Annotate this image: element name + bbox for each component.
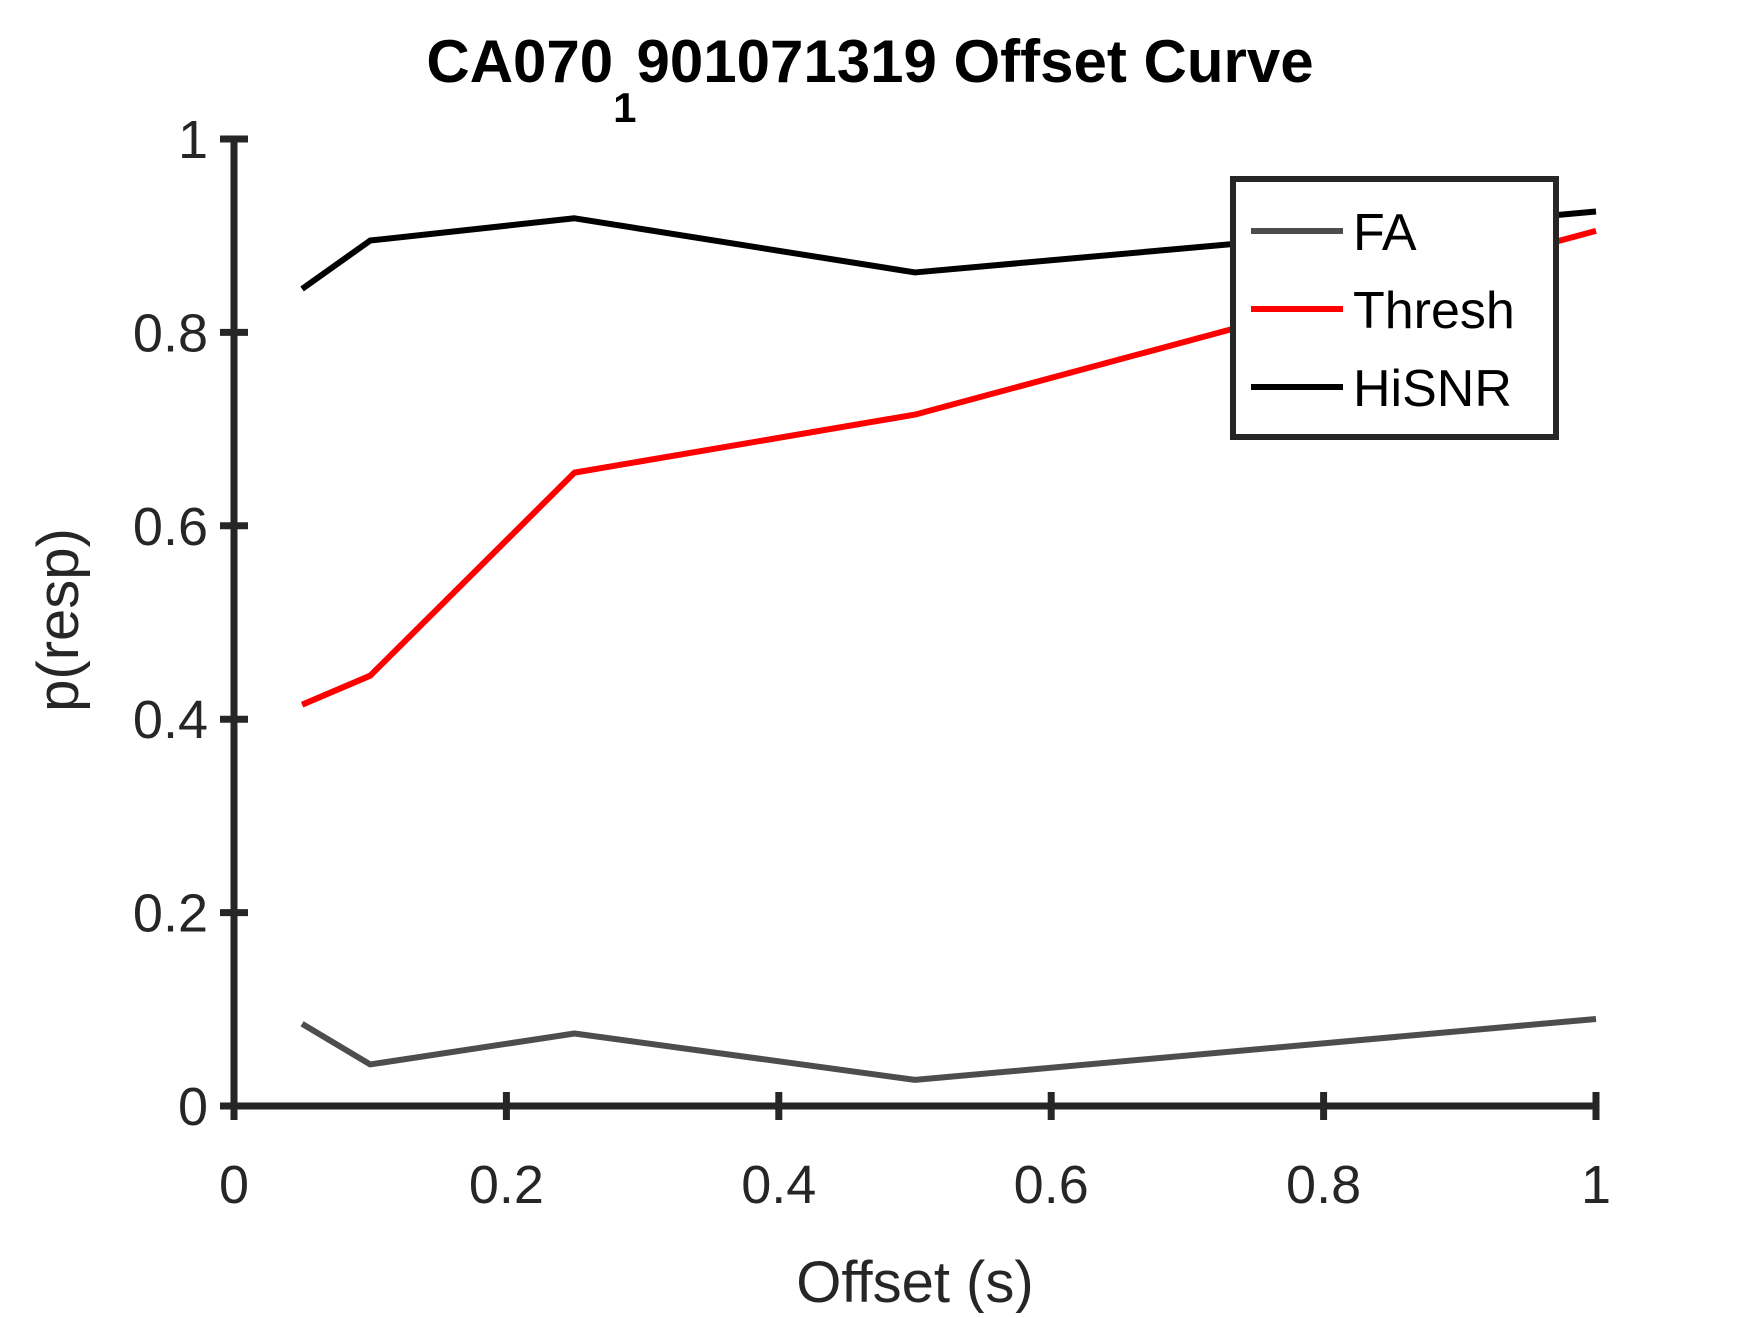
- y-tick-label: 0.2: [133, 884, 208, 944]
- y-tick-label: 0.6: [133, 497, 208, 557]
- y-tick-label: 0: [178, 1077, 208, 1137]
- y-tick-label: 1: [178, 110, 208, 170]
- legend-label-fa: FA: [1353, 204, 1417, 262]
- legend-label-hisnr: HiSNR: [1353, 360, 1512, 418]
- series-line-hisnr: [300, 208, 1597, 292]
- x-axis-label: Offset (s): [796, 1250, 1033, 1313]
- y-axis-label: p(resp): [26, 528, 91, 712]
- series-line-fa: [300, 1015, 1597, 1083]
- chart-title-suffix: 901071319 Offset Curve: [637, 28, 1314, 95]
- chart-title: CA0701901071319 Offset Curve: [426, 28, 1313, 131]
- x-tick-label: 0.2: [469, 1155, 544, 1215]
- legend-label-thresh: Thresh: [1353, 282, 1515, 340]
- y-tick-label: 0.8: [133, 303, 208, 363]
- y-tick-label: 0.4: [133, 690, 208, 750]
- legend: FA Thresh HiSNR: [1230, 176, 1559, 440]
- chart-title-prefix: CA070: [426, 28, 613, 95]
- x-tick-label: 0.4: [741, 1155, 816, 1215]
- series-line-thresh: [300, 227, 1597, 708]
- x-tick-label: 0: [219, 1155, 249, 1215]
- x-tick-label: 1: [1581, 1155, 1611, 1215]
- x-tick-label: 0.8: [1286, 1155, 1361, 1215]
- x-tick-label: 0.6: [1014, 1155, 1089, 1215]
- chart-title-subscript: 1: [613, 84, 636, 131]
- plot-area: 0 0.2 0.4 0.6 0.8 1 0 0.2 0.4 0.6 0.8 1: [133, 110, 1611, 1215]
